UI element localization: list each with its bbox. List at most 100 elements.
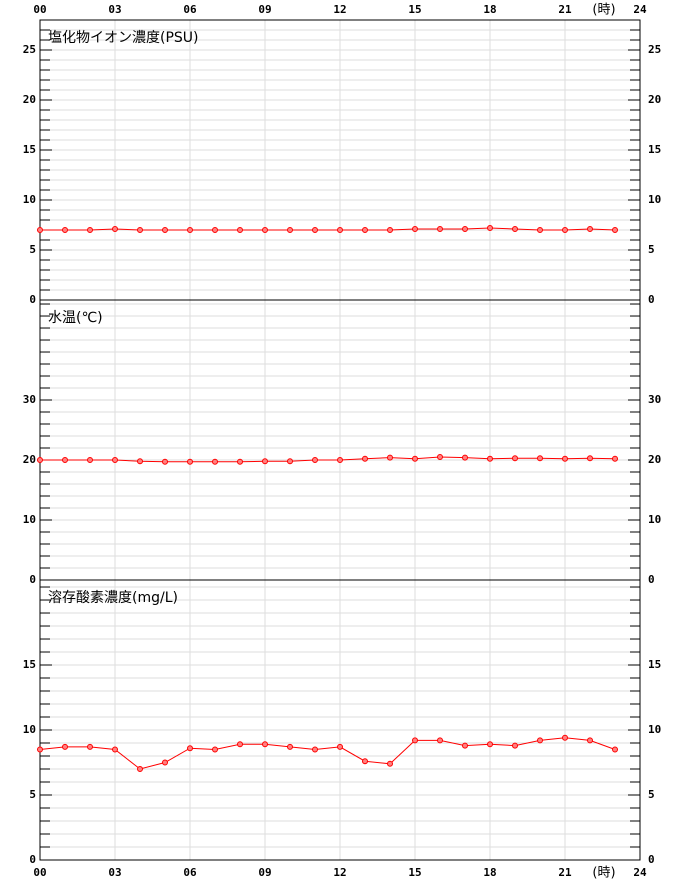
data-point <box>137 766 143 773</box>
y-tick-label: 10 <box>23 193 36 206</box>
data-point <box>587 226 593 232</box>
y-tick-label: 30 <box>23 393 36 406</box>
x-tick-label: 18 <box>483 866 496 879</box>
y-tick-label: 25 <box>648 43 661 56</box>
data-point <box>312 227 318 233</box>
y-tick-label: 0 <box>29 573 36 586</box>
data-point <box>362 758 368 765</box>
data-point <box>312 457 318 464</box>
y-tick-label: 10 <box>23 723 36 736</box>
y-tick-label: 5 <box>648 243 655 256</box>
x-tick-label: 21 <box>558 866 572 879</box>
data-point <box>212 746 218 753</box>
data-point <box>437 226 443 232</box>
data-point <box>312 746 318 753</box>
x-tick-label: 03 <box>108 866 121 879</box>
data-point <box>487 455 493 462</box>
data-point <box>262 458 268 465</box>
panel-title: 塩化物イオン濃度(PSU) <box>48 30 199 46</box>
y-tick-label: 20 <box>648 93 661 106</box>
y-tick-label: 20 <box>23 93 36 106</box>
data-point <box>37 746 43 753</box>
data-point <box>87 743 93 750</box>
data-point <box>362 455 368 462</box>
y-tick-label: 5 <box>29 788 36 801</box>
y-tick-label: 15 <box>648 658 661 671</box>
y-tick-label: 20 <box>23 453 36 466</box>
data-point <box>62 743 68 750</box>
data-point <box>187 458 193 465</box>
data-point <box>137 227 143 233</box>
data-point <box>587 737 593 744</box>
x-tick-label: 24 <box>633 866 647 879</box>
plot-frame <box>39 579 641 861</box>
data-point <box>362 227 368 233</box>
x-tick-label: 15 <box>408 3 421 16</box>
y-tick-label: 10 <box>648 193 661 206</box>
series-line <box>40 227 616 231</box>
data-point <box>537 455 543 462</box>
x-unit-label: (時) <box>592 866 615 880</box>
x-tick-label: 09 <box>258 866 271 879</box>
x-tick-label: 24 <box>633 3 647 16</box>
data-point <box>37 457 43 464</box>
y-tick-label: 15 <box>23 658 36 671</box>
data-point <box>537 227 543 233</box>
data-point <box>62 227 68 233</box>
data-point <box>287 743 293 750</box>
y-tick-label: 10 <box>648 723 661 736</box>
data-point <box>62 457 68 464</box>
data-point <box>462 742 468 749</box>
data-point <box>387 760 393 767</box>
x-tick-label: 12 <box>333 3 346 16</box>
series-line <box>40 456 616 463</box>
data-point <box>337 227 343 233</box>
data-point <box>187 227 193 233</box>
y-tick-label: 0 <box>648 853 655 866</box>
data-point <box>487 741 493 748</box>
data-point <box>387 454 393 461</box>
data-point <box>262 227 268 233</box>
y-tick-label: 15 <box>23 143 36 156</box>
x-tick-label: 12 <box>333 866 346 879</box>
data-point <box>212 227 218 233</box>
y-tick-label: 25 <box>23 43 36 56</box>
data-point <box>612 227 618 233</box>
y-tick-label: 10 <box>23 513 36 526</box>
data-point <box>612 746 618 753</box>
data-point <box>287 458 293 465</box>
data-point <box>512 226 518 232</box>
x-tick-label: 00 <box>33 3 46 16</box>
data-point <box>462 454 468 461</box>
data-point <box>412 455 418 462</box>
x-tick-label: 15 <box>408 866 421 879</box>
data-point <box>487 225 493 231</box>
data-point <box>562 227 568 233</box>
data-point <box>337 743 343 750</box>
panel-title: 水温(℃) <box>48 310 103 326</box>
data-point <box>112 226 118 232</box>
y-tick-label: 15 <box>648 143 661 156</box>
data-point <box>212 458 218 465</box>
y-tick-label: 5 <box>648 788 655 801</box>
data-point <box>237 458 243 465</box>
x-unit-label: (時) <box>592 3 615 18</box>
y-tick-label: 0 <box>648 293 655 306</box>
x-tick-label: 03 <box>108 3 121 16</box>
data-point <box>412 226 418 232</box>
data-point <box>562 734 568 741</box>
data-point <box>512 742 518 749</box>
data-point <box>162 458 168 465</box>
data-point <box>412 737 418 744</box>
y-tick-label: 10 <box>648 513 661 526</box>
data-point <box>237 227 243 233</box>
y-tick-label: 5 <box>29 243 36 256</box>
y-tick-label: 0 <box>29 293 36 306</box>
data-point <box>187 745 193 752</box>
data-point <box>462 226 468 232</box>
data-point <box>512 455 518 462</box>
series-line <box>39 737 616 770</box>
data-point <box>137 458 143 465</box>
data-point <box>87 227 93 233</box>
x-tick-label: 21 <box>558 3 572 16</box>
